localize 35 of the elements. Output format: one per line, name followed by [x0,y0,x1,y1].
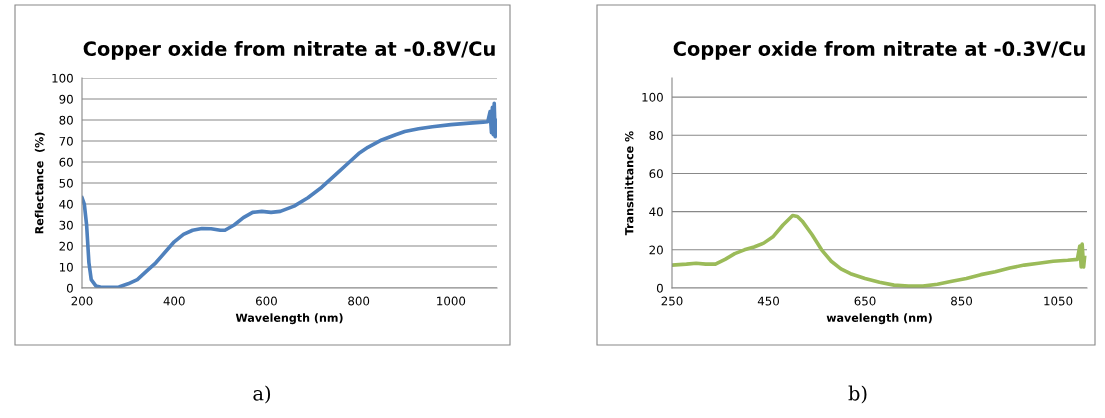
y-tick-label: 40 [649,207,663,217]
y-tick-label: 50 [59,178,73,188]
chart-title: Copper oxide from nitrate at -0.8V/Cu [83,41,495,60]
y-tick-label: 100 [52,73,73,83]
y-tick-label: 100 [642,92,663,102]
x-tick-label: 250 [661,296,683,306]
y-tick-label: 20 [649,245,663,255]
y-tick-label: 30 [59,220,73,230]
x-tick-label: 200 [71,296,93,306]
x-tick-label: 400 [163,296,185,306]
x-tick-label: 450 [757,296,779,306]
y-tick-label: 80 [59,115,73,125]
y-axis-title: Transmittance % [624,131,634,236]
y-tick-label: 80 [649,131,663,140]
y-tick-label: 0 [656,283,663,293]
text: b) [848,385,867,404]
x-tick-label: 850 [951,296,973,306]
x-tick-label: 800 [348,296,370,306]
y-tick-label: 40 [59,199,73,209]
x-axis-title: wavelength (nm) [826,313,932,325]
x-axis-title: Wavelength (nm) [235,313,343,325]
x-tick-label: 1050 [1044,296,1073,306]
x-tick-label: 650 [854,296,876,306]
x-tick-label: 1000 [437,296,466,306]
y-tick-label: 70 [59,136,73,146]
x-tick-label: 600 [256,296,277,306]
y-tick-label: 10 [59,262,73,272]
y-tick-label: 60 [59,157,73,167]
y-tick-label: 20 [59,241,73,251]
y-axis-title: Reflectance (%) [34,132,45,234]
y-tick-label: 90 [59,94,73,104]
text: a) [253,385,271,404]
y-tick-label: 0 [66,283,73,293]
chart-title: Copper oxide from nitrate at -0.3V/Cu [673,41,1085,60]
y-tick-label: 60 [649,169,663,179]
